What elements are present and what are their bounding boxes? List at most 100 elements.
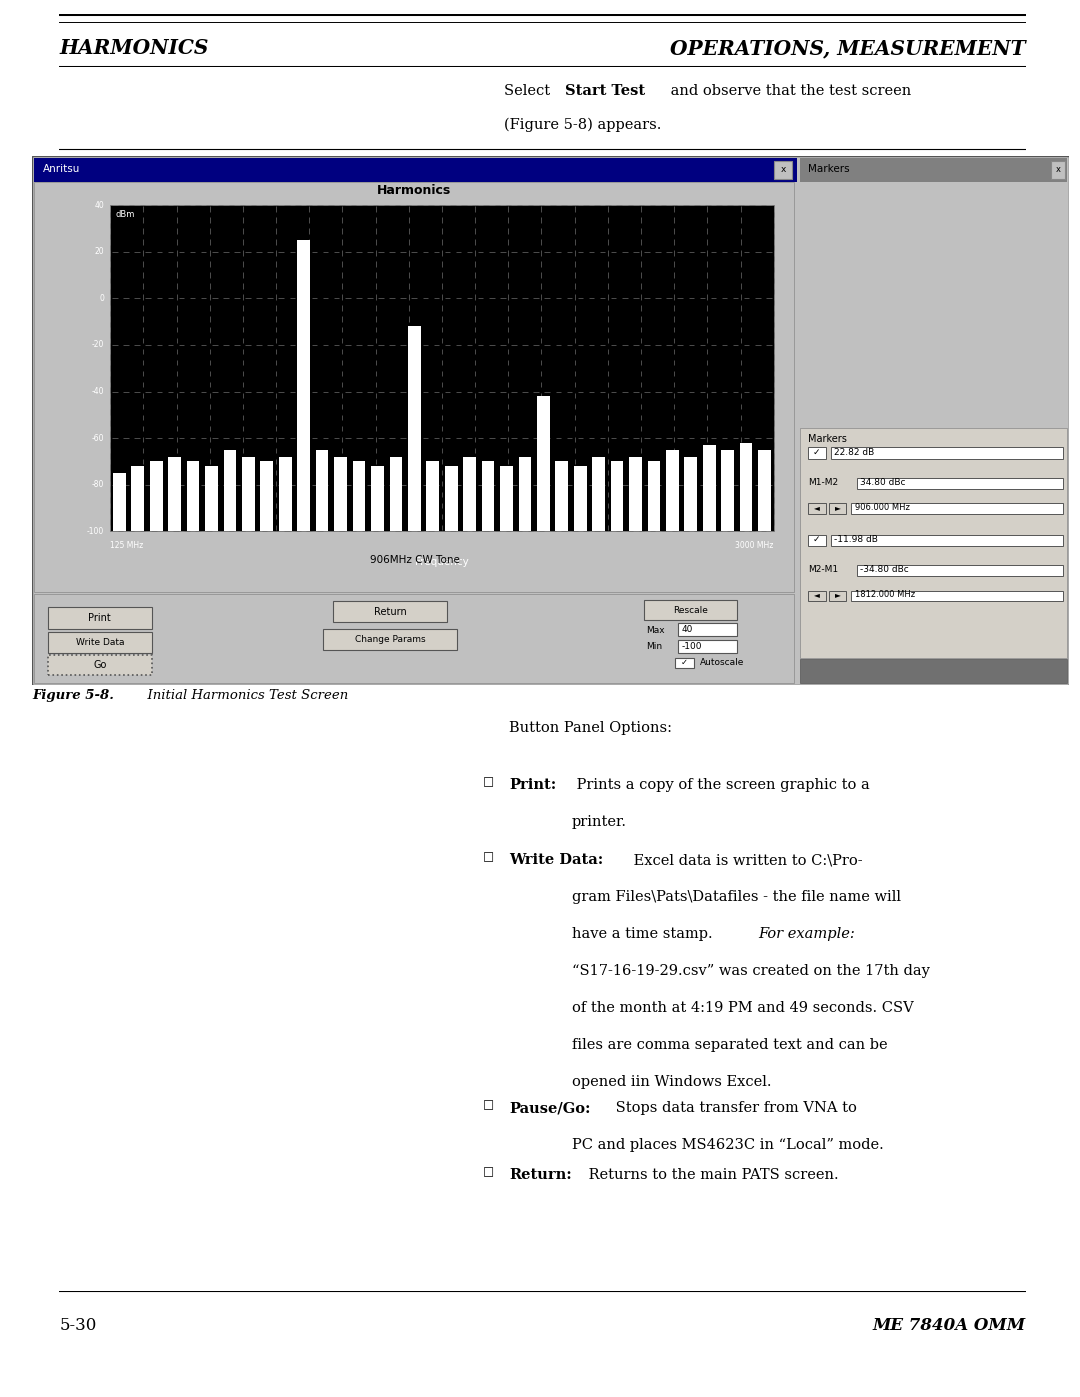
- FancyBboxPatch shape: [463, 457, 476, 531]
- Text: -34.80 dBc: -34.80 dBc: [860, 566, 908, 574]
- FancyBboxPatch shape: [828, 503, 847, 514]
- Text: have a time stamp.: have a time stamp.: [571, 928, 717, 942]
- Text: ◄: ◄: [814, 591, 820, 599]
- FancyBboxPatch shape: [675, 658, 693, 668]
- FancyBboxPatch shape: [703, 446, 716, 531]
- FancyBboxPatch shape: [856, 564, 1063, 577]
- Text: -100: -100: [86, 527, 104, 536]
- FancyBboxPatch shape: [48, 606, 151, 629]
- Text: dBm: dBm: [116, 211, 135, 219]
- FancyBboxPatch shape: [113, 474, 125, 531]
- Text: -20: -20: [92, 341, 104, 349]
- Text: 5-30: 5-30: [59, 1317, 97, 1334]
- Text: Return:: Return:: [510, 1168, 572, 1182]
- FancyBboxPatch shape: [678, 623, 738, 637]
- Text: Markers: Markers: [808, 163, 850, 175]
- Text: ✓: ✓: [813, 535, 821, 543]
- Text: Markers: Markers: [808, 434, 847, 444]
- Text: Print: Print: [89, 613, 111, 623]
- FancyBboxPatch shape: [333, 601, 447, 622]
- Text: Autoscale: Autoscale: [700, 658, 744, 668]
- Text: □: □: [483, 1098, 495, 1112]
- FancyBboxPatch shape: [828, 591, 847, 601]
- FancyBboxPatch shape: [648, 461, 660, 531]
- Text: opened iin Windows Excel.: opened iin Windows Excel.: [571, 1076, 771, 1090]
- Text: Min: Min: [646, 643, 662, 651]
- Text: (Figure 5-8) appears.: (Figure 5-8) appears.: [504, 117, 661, 131]
- FancyBboxPatch shape: [537, 397, 550, 531]
- FancyBboxPatch shape: [390, 457, 402, 531]
- Text: Pause/Go:: Pause/Go:: [510, 1101, 591, 1115]
- FancyBboxPatch shape: [758, 450, 771, 531]
- Text: Write Data:: Write Data:: [510, 854, 604, 868]
- Text: Initial Harmonics Test Screen: Initial Harmonics Test Screen: [139, 689, 349, 703]
- Text: Frequency: Frequency: [415, 557, 469, 567]
- Text: -40: -40: [92, 387, 104, 395]
- Text: -80: -80: [92, 481, 104, 489]
- Text: 40: 40: [681, 626, 692, 634]
- FancyBboxPatch shape: [799, 158, 1067, 182]
- FancyBboxPatch shape: [482, 461, 495, 531]
- FancyBboxPatch shape: [150, 461, 163, 531]
- Text: □: □: [483, 1165, 495, 1178]
- FancyBboxPatch shape: [573, 467, 586, 531]
- Text: 1812.000 MHz: 1812.000 MHz: [854, 591, 915, 599]
- Text: PC and places MS4623C in “Local” mode.: PC and places MS4623C in “Local” mode.: [571, 1139, 883, 1153]
- Text: Write Data: Write Data: [76, 638, 124, 647]
- FancyBboxPatch shape: [500, 467, 513, 531]
- FancyBboxPatch shape: [799, 659, 1067, 683]
- FancyBboxPatch shape: [518, 457, 531, 531]
- Text: -100: -100: [681, 641, 702, 651]
- Text: Button Panel Options:: Button Panel Options:: [510, 721, 673, 735]
- Text: Print:: Print:: [510, 778, 556, 792]
- FancyBboxPatch shape: [856, 478, 1063, 489]
- FancyBboxPatch shape: [808, 535, 825, 546]
- FancyBboxPatch shape: [334, 457, 347, 531]
- FancyBboxPatch shape: [408, 327, 420, 531]
- Text: For example:: For example:: [758, 928, 855, 942]
- FancyBboxPatch shape: [808, 503, 825, 514]
- FancyBboxPatch shape: [168, 457, 181, 531]
- FancyBboxPatch shape: [799, 429, 1067, 658]
- FancyBboxPatch shape: [851, 503, 1063, 514]
- FancyBboxPatch shape: [132, 467, 144, 531]
- FancyBboxPatch shape: [205, 467, 218, 531]
- FancyBboxPatch shape: [32, 156, 1069, 685]
- FancyBboxPatch shape: [315, 450, 328, 531]
- Text: 906MHz CW Tone: 906MHz CW Tone: [369, 556, 459, 566]
- Text: 22.82 dB: 22.82 dB: [834, 447, 874, 457]
- Text: 34.80 dBc: 34.80 dBc: [860, 478, 905, 488]
- FancyBboxPatch shape: [1051, 161, 1065, 179]
- FancyBboxPatch shape: [831, 447, 1063, 460]
- Text: M1-M2: M1-M2: [808, 478, 838, 488]
- Text: Harmonics: Harmonics: [377, 184, 451, 197]
- FancyBboxPatch shape: [808, 447, 825, 460]
- Text: 0: 0: [99, 293, 104, 303]
- FancyBboxPatch shape: [592, 457, 605, 531]
- FancyBboxPatch shape: [35, 182, 795, 592]
- Text: “S17-16-19-29.csv” was created on the 17th day: “S17-16-19-29.csv” was created on the 17…: [571, 964, 930, 978]
- FancyBboxPatch shape: [740, 443, 753, 531]
- Text: ME 7840A OMM: ME 7840A OMM: [873, 1317, 1026, 1334]
- Text: files are comma separated text and can be: files are comma separated text and can b…: [571, 1038, 887, 1052]
- FancyBboxPatch shape: [372, 467, 383, 531]
- Text: Max: Max: [646, 626, 665, 634]
- FancyBboxPatch shape: [224, 450, 237, 531]
- FancyBboxPatch shape: [644, 601, 738, 620]
- Text: x: x: [781, 165, 786, 173]
- Text: Return: Return: [374, 606, 406, 616]
- Text: x: x: [1055, 165, 1061, 173]
- FancyBboxPatch shape: [445, 467, 458, 531]
- Text: M2-M1: M2-M1: [808, 566, 838, 574]
- Text: 20: 20: [94, 247, 104, 256]
- FancyBboxPatch shape: [610, 461, 623, 531]
- FancyBboxPatch shape: [353, 461, 365, 531]
- Text: Start Test: Start Test: [565, 84, 645, 98]
- Text: □: □: [483, 775, 495, 788]
- FancyBboxPatch shape: [685, 457, 697, 531]
- FancyBboxPatch shape: [48, 655, 151, 675]
- Text: 125 MHz: 125 MHz: [110, 541, 144, 550]
- FancyBboxPatch shape: [35, 158, 797, 182]
- FancyBboxPatch shape: [678, 640, 738, 652]
- FancyBboxPatch shape: [666, 450, 678, 531]
